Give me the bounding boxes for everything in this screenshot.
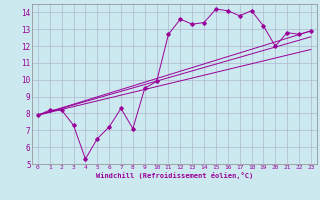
X-axis label: Windchill (Refroidissement éolien,°C): Windchill (Refroidissement éolien,°C): [96, 172, 253, 179]
